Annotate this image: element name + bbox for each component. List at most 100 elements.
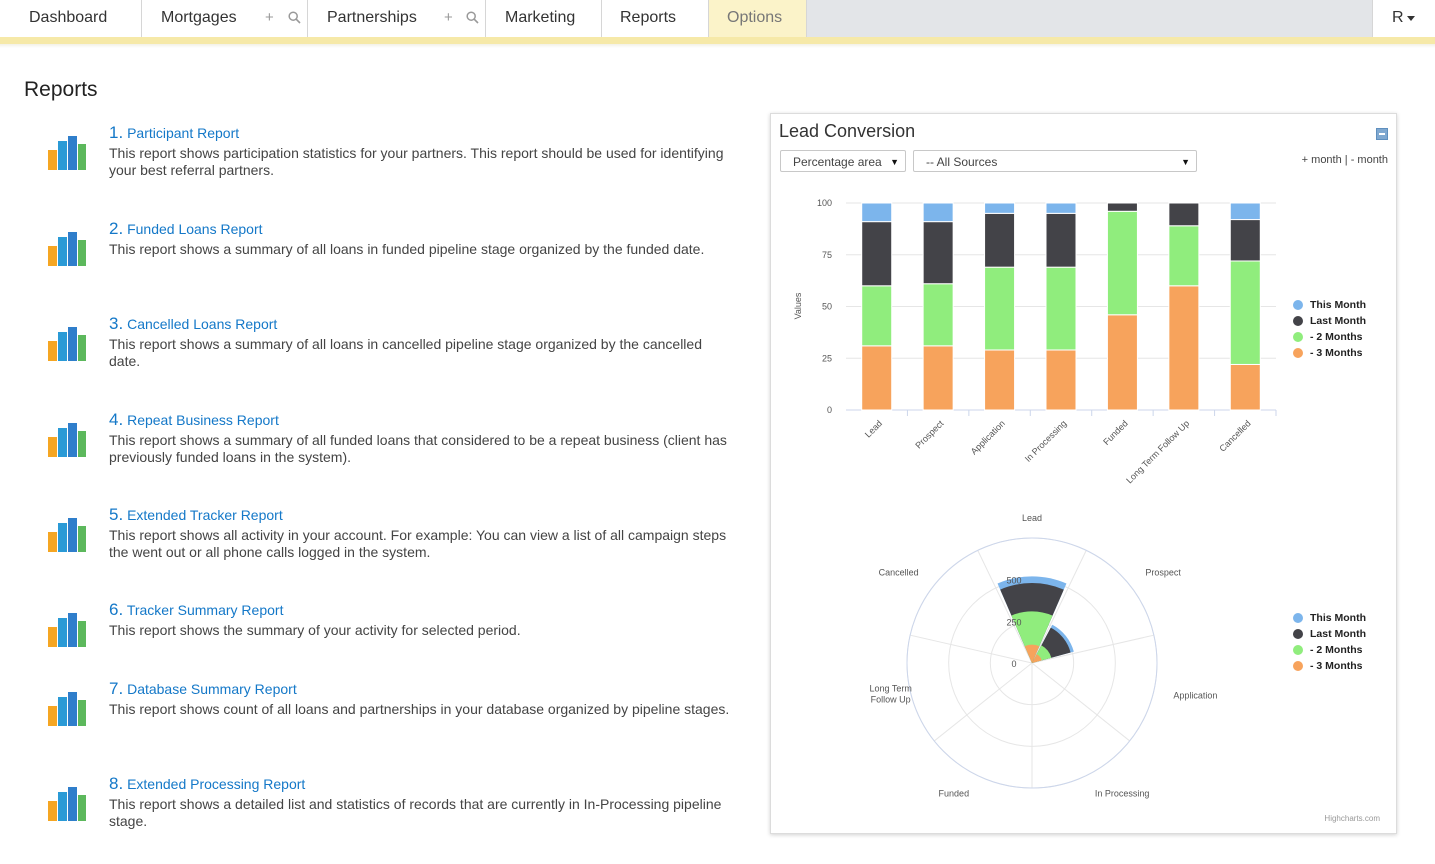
bar-2-months-lead[interactable]: [861, 285, 893, 347]
tab-partnerships[interactable]: Partnerships +: [308, 0, 486, 37]
report-title: Extended Tracker Report: [127, 507, 283, 523]
y-axis-label: Values: [793, 292, 803, 319]
legend-dot: [1293, 613, 1303, 623]
legend-item-last-month[interactable]: Last Month: [1293, 313, 1366, 329]
x-tick-label: Prospect: [913, 418, 946, 451]
polar-outer-ring: [906, 537, 1158, 789]
report-link[interactable]: 3. Cancelled Loans Report: [109, 314, 277, 334]
polar-column-3-months-lead[interactable]: [1024, 644, 1040, 663]
bar-chart-icon: [48, 136, 86, 170]
legend-dot: [1293, 629, 1303, 639]
polar-column-2-months-lead[interactable]: [1011, 611, 1053, 663]
bar-2-months-long-term-follow-up[interactable]: [1168, 225, 1200, 287]
polar-category-label: Prospect: [1145, 568, 1181, 578]
bar-chart-icon: [48, 787, 86, 821]
legend-item-2-months[interactable]: - 2 Months: [1293, 329, 1366, 345]
search-mortgages-icon[interactable]: [288, 11, 301, 24]
y-tick-label: 100: [817, 198, 832, 208]
report-link[interactable]: 6. Tracker Summary Report: [109, 600, 283, 620]
legend-label: Last Month: [1310, 628, 1366, 640]
legend-item-3-months[interactable]: - 3 Months: [1293, 658, 1366, 674]
legend-dot: [1293, 316, 1303, 326]
tab-mortgages[interactable]: Mortgages +: [142, 0, 308, 37]
bar-3-months-funded[interactable]: [1106, 314, 1138, 411]
bar-2-months-in-processing[interactable]: [1045, 266, 1077, 351]
bar-2-months-application[interactable]: [984, 266, 1016, 351]
legend-item-this-month[interactable]: This Month: [1293, 297, 1366, 313]
bar-last-month-application[interactable]: [984, 212, 1016, 268]
source-select[interactable]: -- All Sources ▼: [913, 150, 1197, 172]
bar-2-months-cancelled[interactable]: [1229, 260, 1261, 365]
y-tick-label: 0: [827, 405, 832, 415]
report-title: Database Summary Report: [127, 681, 297, 697]
collapse-icon[interactable]: [1376, 128, 1388, 140]
bar-this-month-application[interactable]: [984, 202, 1016, 214]
bar-last-month-prospect[interactable]: [922, 221, 954, 285]
bar-chart-icon: [48, 232, 86, 266]
report-title: Extended Processing Report: [127, 776, 306, 792]
bar-last-month-funded[interactable]: [1106, 202, 1138, 212]
bar-this-month-lead[interactable]: [861, 202, 893, 223]
polar-column-3-months-prospect[interactable]: [1032, 654, 1042, 663]
report-title: Tracker Summary Report: [126, 602, 284, 618]
tab-marketing[interactable]: Marketing: [486, 0, 602, 37]
month-toggle[interactable]: + month | - month: [1301, 154, 1388, 166]
chart-type-select[interactable]: Percentage area ▼: [780, 150, 906, 172]
bar-3-months-in-processing[interactable]: [1045, 349, 1077, 411]
tab-reports[interactable]: Reports: [602, 0, 709, 37]
report-link[interactable]: 5. Extended Tracker Report: [109, 505, 283, 525]
tab-dashboard-label: Dashboard: [29, 9, 108, 26]
y-tick-label: 25: [822, 353, 832, 363]
polar-y-tick-label: 250: [1006, 617, 1021, 627]
report-number: 1.: [109, 123, 124, 142]
report-link[interactable]: 8. Extended Processing Report: [109, 774, 305, 794]
nav-accent-bar: [0, 37, 1435, 44]
legend-item-3-months[interactable]: - 3 Months: [1293, 345, 1366, 361]
bar-3-months-long-term-follow-up[interactable]: [1168, 285, 1200, 411]
report-description: This report shows a summary of all loans…: [109, 241, 705, 257]
add-mortgage-icon[interactable]: +: [265, 9, 274, 26]
chart-credits[interactable]: Highcharts.com: [1324, 814, 1380, 823]
bar-2-months-prospect[interactable]: [922, 283, 954, 347]
tab-reports-label: Reports: [620, 9, 677, 26]
polar-spoke: [1031, 634, 1154, 664]
y-tick-label: 50: [822, 302, 832, 312]
report-title: Cancelled Loans Report: [127, 316, 278, 332]
report-link[interactable]: 4. Repeat Business Report: [109, 410, 279, 430]
polar-y-tick-label: 500: [1006, 576, 1021, 586]
report-description: This report shows a summary of all loans…: [109, 336, 702, 369]
legend-item-this-month[interactable]: This Month: [1293, 610, 1366, 626]
source-value: -- All Sources: [926, 155, 998, 169]
tab-dashboard[interactable]: Dashboard: [0, 0, 142, 37]
bar-last-month-cancelled[interactable]: [1229, 219, 1261, 262]
x-tick-label: In Processing: [1023, 418, 1069, 464]
legend-label: This Month: [1310, 612, 1366, 624]
polar-category-label: Application: [1173, 690, 1217, 700]
legend-item-2-months[interactable]: - 2 Months: [1293, 642, 1366, 658]
report-link[interactable]: 2. Funded Loans Report: [109, 219, 263, 239]
legend-item-last-month[interactable]: Last Month: [1293, 626, 1366, 642]
bar-last-month-lead[interactable]: [861, 221, 893, 287]
polar-spoke: [1031, 662, 1131, 742]
report-title: Repeat Business Report: [127, 412, 279, 428]
bar-3-months-prospect[interactable]: [922, 345, 954, 411]
report-number: 3.: [109, 314, 124, 333]
user-menu[interactable]: R: [1372, 0, 1435, 37]
report-link[interactable]: 1. Participant Report: [109, 123, 239, 143]
report-title: Funded Loans Report: [127, 221, 263, 237]
report-number: 6.: [109, 600, 124, 619]
search-partnerships-icon[interactable]: [466, 11, 479, 24]
bar-this-month-in-processing[interactable]: [1045, 202, 1077, 214]
tab-options[interactable]: Options: [709, 0, 807, 37]
bar-2-months-funded[interactable]: [1106, 210, 1138, 316]
bar-this-month-prospect[interactable]: [922, 202, 954, 223]
bar-3-months-cancelled[interactable]: [1229, 363, 1261, 411]
add-partnership-icon[interactable]: +: [444, 9, 453, 26]
bar-this-month-cancelled[interactable]: [1229, 202, 1261, 221]
bar-3-months-lead[interactable]: [861, 345, 893, 411]
bar-last-month-in-processing[interactable]: [1045, 212, 1077, 268]
bar-3-months-application[interactable]: [984, 349, 1016, 411]
bar-last-month-long-term-follow-up[interactable]: [1168, 202, 1200, 227]
report-link[interactable]: 7. Database Summary Report: [109, 679, 297, 699]
legend-label: - 3 Months: [1310, 660, 1363, 672]
